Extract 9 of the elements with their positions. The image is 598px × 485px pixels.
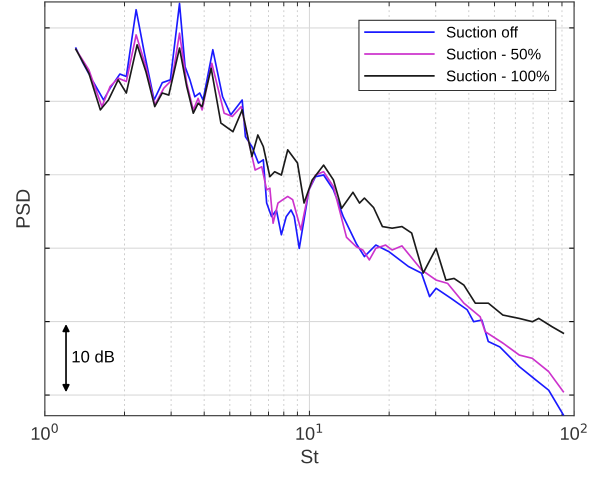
legend-label: Suction - 50% xyxy=(446,48,541,60)
x-tick-label: 10$^{2}$ xyxy=(561,423,587,440)
x-axis-title: St xyxy=(301,450,319,464)
x-tick-label: 10$^{1}$ xyxy=(296,424,322,440)
legend-label: Suction - 100% xyxy=(446,70,550,82)
legend-label: Suction off xyxy=(446,26,518,38)
x-tick-label: 10$^{0}$ xyxy=(32,423,58,440)
y-axis-title: PSD xyxy=(16,190,30,228)
annotation: 10 dB xyxy=(72,350,114,363)
